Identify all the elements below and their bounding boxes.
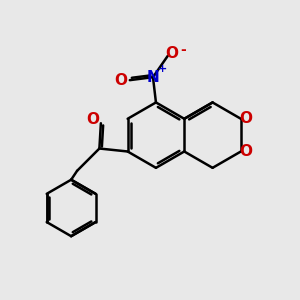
Text: +: + <box>158 64 167 74</box>
Text: O: O <box>240 111 253 126</box>
Text: -: - <box>180 43 186 57</box>
Text: N: N <box>147 70 159 85</box>
Text: O: O <box>240 144 253 159</box>
Text: O: O <box>165 46 178 61</box>
Text: O: O <box>86 112 99 127</box>
Text: O: O <box>114 73 128 88</box>
